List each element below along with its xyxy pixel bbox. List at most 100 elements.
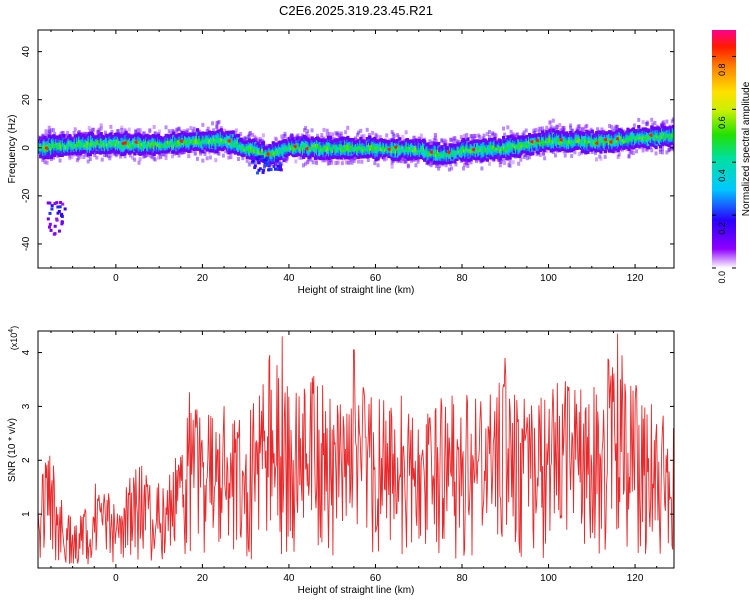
spectrogram-halo-cell <box>61 131 65 136</box>
spectrogram-halo-cell <box>410 159 414 164</box>
spectrogram-halo-cell <box>185 130 189 135</box>
spectrogram-halo-cell <box>433 133 437 138</box>
spectrogram-halo-cell <box>450 166 454 171</box>
spectrogram-band-cell <box>548 128 552 133</box>
spectrogram-halo-cell <box>470 137 474 142</box>
spectrogram-band-cell <box>534 133 538 138</box>
spectrogram-halo-cell <box>175 127 179 132</box>
spectrogram-halo-cell <box>522 130 526 135</box>
spectrogram-band-cell <box>463 139 467 144</box>
spectrogram-halo-cell <box>261 133 265 138</box>
spectrogram-halo-cell <box>385 133 389 138</box>
spectrogram-halo-cell <box>299 155 303 160</box>
spectrogram-halo-cell <box>433 136 437 141</box>
spectrogram-halo-cell <box>605 148 609 153</box>
spectrogram-halo-cell <box>337 135 341 140</box>
spectrogram-halo-cell <box>474 159 478 164</box>
spectrogram-halo-cell <box>331 136 335 141</box>
spectrogram-halo-cell <box>499 159 503 164</box>
spectrogram-halo-cell <box>257 138 261 143</box>
spectrogram-halo-cell <box>452 138 456 143</box>
spectrogram-band-cell <box>219 128 223 132</box>
spectrogram-band-cell <box>188 149 192 153</box>
spectrogram-halo-cell <box>120 125 124 130</box>
spectrogram-halo-cell <box>437 166 441 171</box>
spectrogram-band-cell <box>142 150 147 155</box>
spectrogram-halo-cell <box>195 156 199 161</box>
spectrogram-band-cell <box>367 135 372 140</box>
spectrogram-halo-cell <box>444 139 448 144</box>
spectrogram-halo-cell <box>288 134 292 139</box>
spectrogram-band-cell <box>578 132 583 137</box>
spectrogram-band-cell <box>326 135 330 140</box>
spectrogram-band-cell <box>201 146 205 150</box>
spectrogram-band-cell <box>357 155 361 159</box>
spectrogram-band-cell <box>609 148 613 152</box>
spectrogram-band-cell <box>631 145 636 150</box>
spectrogram-halo-cell <box>255 137 259 142</box>
spectrogram-band-cell <box>590 133 594 137</box>
spectrogram-halo-cell <box>576 124 580 129</box>
spectrogram-band-cell <box>231 130 235 134</box>
spectrogram-band-cell <box>621 130 625 135</box>
spectrogram-halo-cell <box>109 153 113 158</box>
spectrogram-halo-cell <box>517 161 521 166</box>
spectrogram-band-cell <box>126 133 130 138</box>
spectrogram-band-cell <box>443 160 447 165</box>
spectrogram-halo-cell <box>285 154 289 159</box>
spectrogram-halo-cell <box>282 133 286 138</box>
spectrogram-halo-cell <box>95 155 99 160</box>
spectrogram-halo-cell <box>131 155 135 160</box>
spectrogram-band-cell <box>509 152 513 157</box>
spectrogram-band-cell <box>229 130 233 135</box>
spectrogram-halo-cell <box>537 129 541 134</box>
spectrogram-band-cell <box>595 131 599 135</box>
spectrogram-halo-cell <box>307 134 311 139</box>
spectrogram-band-cell <box>373 136 377 141</box>
spectrogram-halo-cell <box>280 134 284 139</box>
spectrogram-halo-cell <box>215 124 219 129</box>
spectrogram-halo-cell <box>330 160 334 165</box>
spectrogram-band-cell <box>445 160 449 164</box>
spectrogram-band-cell <box>447 160 452 164</box>
spectrogram-band-cell <box>598 130 602 135</box>
spectrogram-band-cell <box>325 156 329 160</box>
spectrogram-band-cell <box>450 159 454 164</box>
spectrogram-halo-cell <box>373 161 377 166</box>
spectrogram-halo-cell <box>187 154 191 159</box>
spectrogram-halo-cell <box>283 156 287 161</box>
spectrogram-halo-cell <box>341 136 345 141</box>
spectrogram-halo-cell <box>577 124 581 129</box>
spectrogram-halo-cell <box>199 151 203 156</box>
spectrogram-band-cell <box>270 154 274 159</box>
spectrogram-halo-cell <box>314 159 318 164</box>
spectrogram-halo-cell <box>78 130 82 135</box>
spectrogram-band-cell <box>323 152 327 157</box>
spectrogram-halo-cell <box>459 135 463 140</box>
spectrogram-halo-cell <box>351 156 355 161</box>
spectrogram-band-cell <box>124 131 128 135</box>
spectrogram-halo-cell <box>406 164 410 169</box>
spectrogram-halo-cell <box>84 152 88 157</box>
spectrogram-halo-cell <box>465 133 469 138</box>
spectrogram-halo-cell <box>292 137 296 142</box>
spectrogram-band-cell <box>87 132 91 136</box>
spectrogram-band-cell <box>156 133 161 138</box>
spectrogram-halo-cell <box>510 134 514 139</box>
spectrogram-halo-cell <box>419 133 423 138</box>
spectrogram-halo-cell <box>192 126 196 131</box>
spectrogram-band-cell <box>320 138 324 143</box>
spectrogram-band-cell <box>527 133 532 137</box>
spectrogram-band-cell <box>95 150 99 154</box>
spectrogram-band-cell <box>61 137 65 141</box>
spectrogram-halo-cell <box>107 154 111 159</box>
spectrogram-band-cell <box>406 157 411 161</box>
spectrogram-halo-cell <box>616 154 620 159</box>
spectrogram-halo-cell <box>241 156 245 161</box>
spectrogram-halo-cell <box>516 132 520 137</box>
spectrogram-halo-cell <box>548 120 552 125</box>
spectrogram-band-cell <box>172 135 176 139</box>
spectrogram-halo-cell <box>205 156 209 161</box>
spectrogram-halo-cell <box>284 156 288 161</box>
spectrogram-halo-cell <box>321 158 325 163</box>
